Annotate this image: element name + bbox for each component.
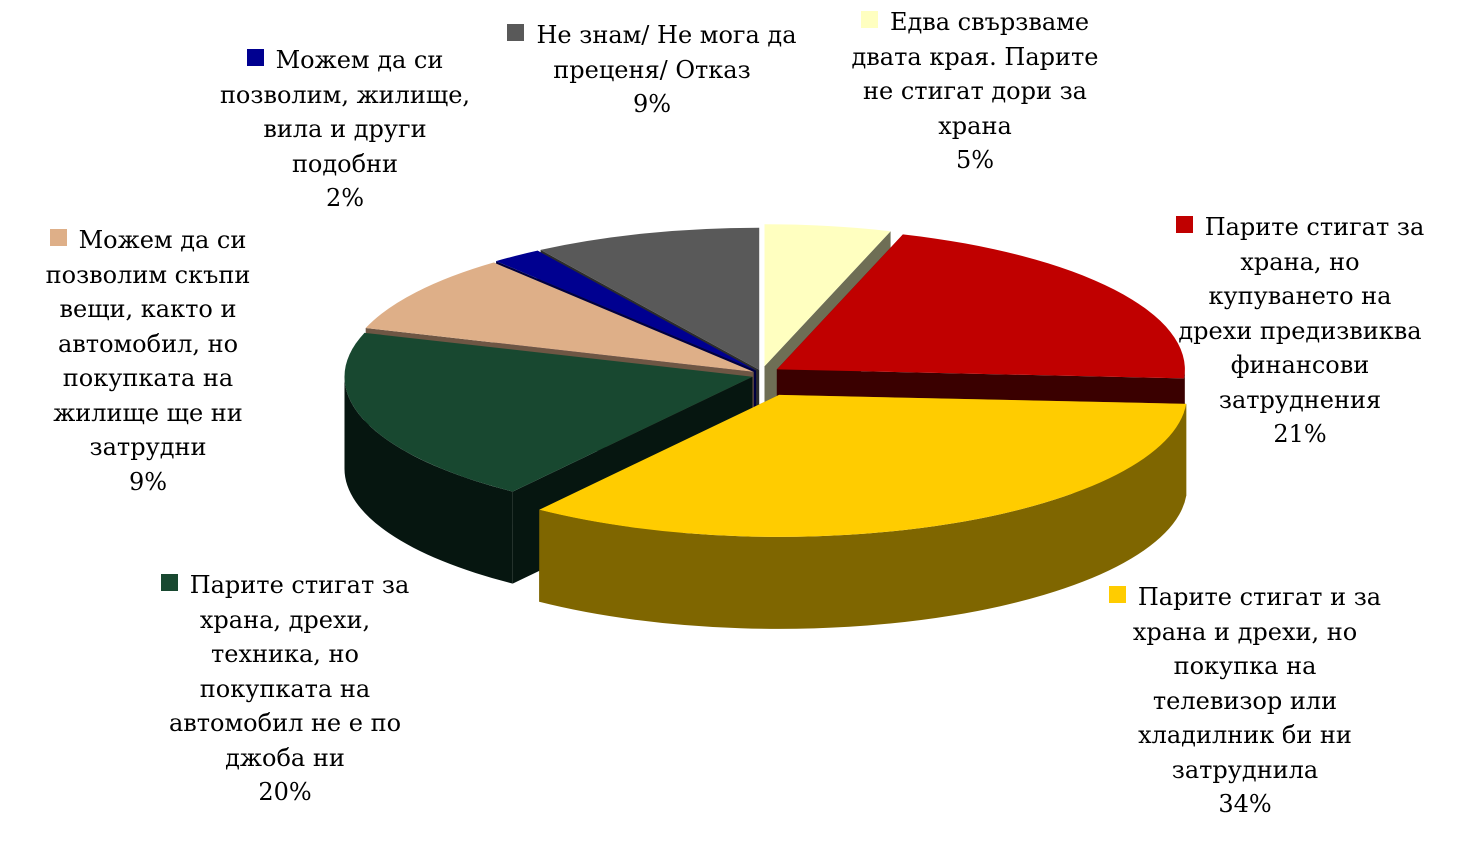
slice-side-wall (539, 403, 1187, 629)
legend-swatch (160, 574, 178, 591)
pie-slice-5 (365, 262, 754, 372)
slice-side-wall (344, 376, 513, 584)
pie-slice-7 (540, 227, 760, 370)
slice-label-text: Едва свързваме двата края. Парите не сти… (851, 8, 1099, 140)
slice-label-2: Парите стигат за храна, но купуването на… (1150, 210, 1450, 452)
slice-value-label: 9% (632, 90, 672, 118)
slice-label-7: Не знам/ Не мога да преценя/ Отказ 9% (502, 18, 802, 122)
slice-label-6: Можем да си позволим, жилище, вила и дру… (200, 43, 490, 216)
slice-label-text: Парите стигат за храна, дрехи, техника, … (168, 571, 410, 772)
pie-tops (344, 224, 1187, 537)
slice-value-label: 21% (1273, 420, 1327, 448)
pie-slice-1 (764, 224, 891, 367)
slice-label-4: Парите стигат за храна, дрехи, техника, … (135, 568, 435, 810)
slice-value-label: 5% (955, 146, 995, 174)
slice-value-label: 34% (1218, 790, 1272, 818)
legend-swatch (1175, 216, 1193, 233)
slice-value-label: 9% (128, 467, 168, 496)
slice-label-text: Можем да си позволим, жилище, вила и дру… (219, 46, 471, 178)
pie-slice-3 (539, 394, 1187, 537)
pie-slice-4 (344, 332, 753, 492)
slice-label-5: Можем да си позволим скъпи вещи, както и… (13, 223, 283, 499)
slice-value-label: 20% (258, 778, 312, 806)
legend-swatch (246, 49, 264, 66)
slice-label-text: Не знам/ Не мога да преценя/ Отказ (536, 21, 797, 84)
slice-value-label: 2% (325, 184, 365, 212)
slice-label-3: Парите стигат и за храна и дрехи, но пок… (1090, 580, 1400, 822)
slice-label-text: Можем да си позволим скъпи вещи, както и… (45, 226, 251, 461)
legend-swatch (1108, 586, 1126, 603)
slice-label-1: Едва свързваме двата края. Парите не сти… (825, 5, 1125, 178)
pie-slice-2 (776, 234, 1185, 379)
legend-swatch (507, 24, 525, 41)
legend-swatch (49, 229, 67, 246)
slice-label-text: Парите стигат за храна, но купуването на… (1178, 213, 1425, 414)
pie-slice-6 (496, 250, 757, 371)
slice-label-text: Парите стигат и за храна и дрехи, но пок… (1132, 583, 1382, 784)
legend-swatch (860, 11, 878, 28)
